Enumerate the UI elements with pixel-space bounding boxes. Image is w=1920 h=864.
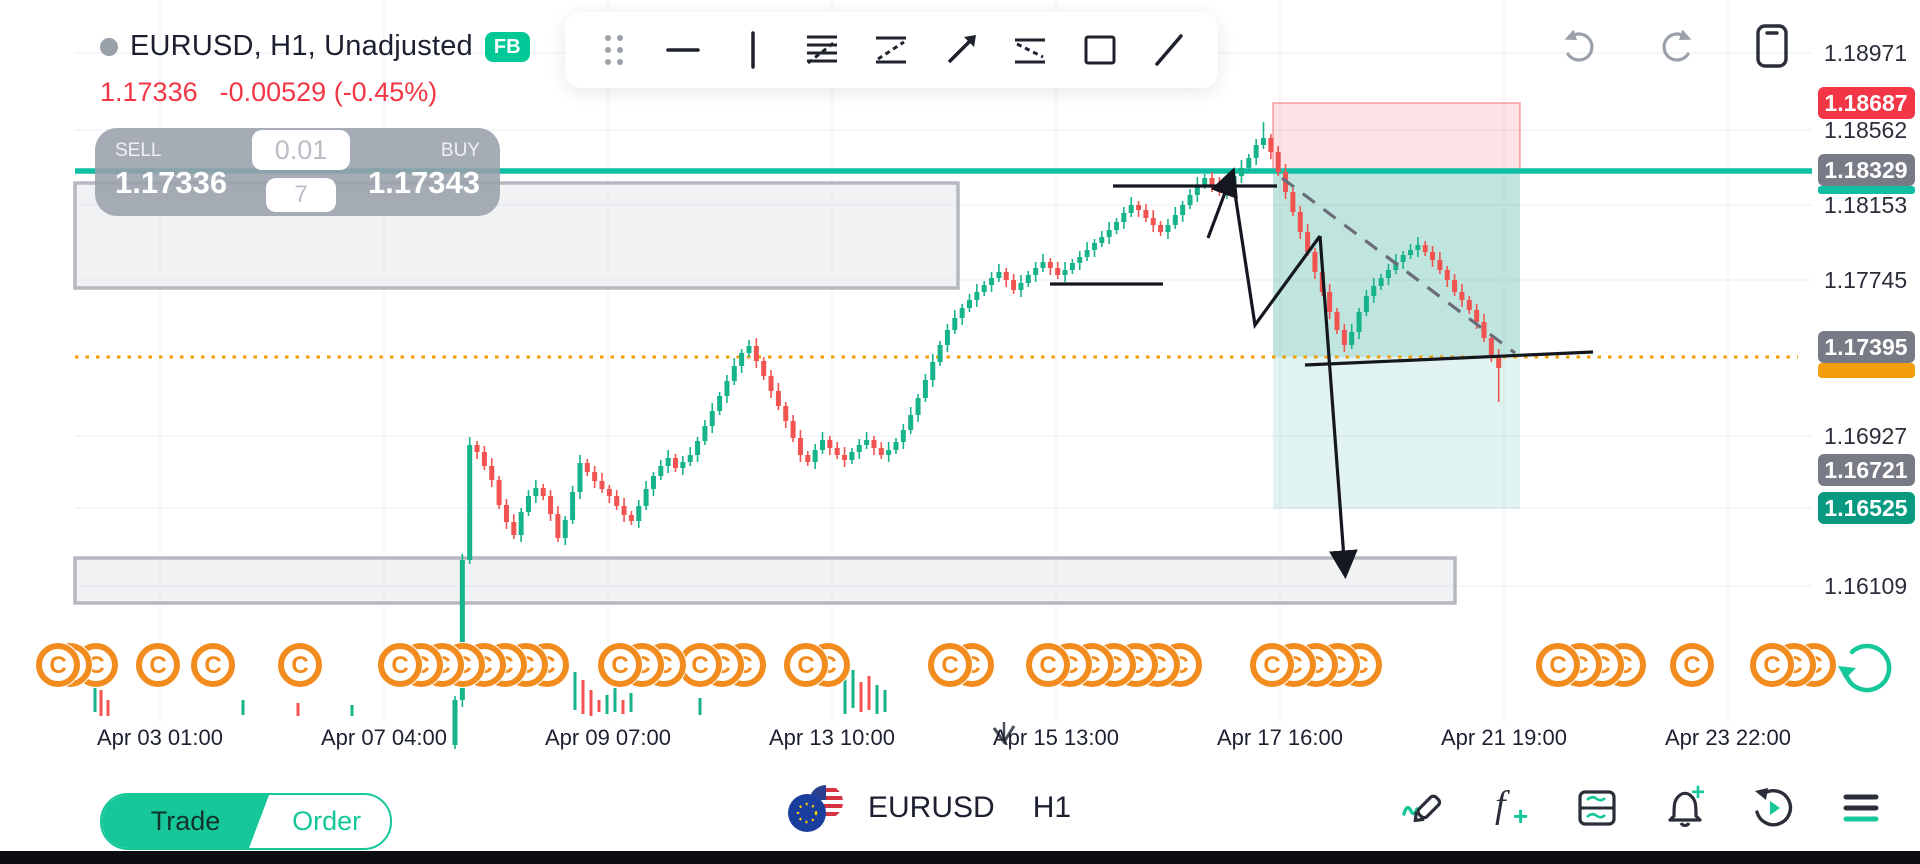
svg-text:1.16109: 1.16109 bbox=[1824, 573, 1907, 599]
svg-text:C: C bbox=[941, 652, 958, 679]
svg-text:Apr 23 22:00: Apr 23 22:00 bbox=[1665, 725, 1791, 750]
provider-badge: FB bbox=[484, 31, 530, 62]
price-row: 1.17336 -0.00529 (-0.45%) bbox=[100, 77, 530, 108]
svg-text:C: C bbox=[1763, 652, 1780, 679]
symbol-title[interactable]: EURUSD, H1, Unadjusted bbox=[130, 30, 473, 62]
svg-text:f: f bbox=[1495, 784, 1510, 826]
svg-text:C: C bbox=[1683, 652, 1700, 679]
svg-text:C: C bbox=[1549, 652, 1566, 679]
sell-button[interactable]: SELL 1.17336 bbox=[115, 140, 227, 228]
economic-event-icons: CCCCCCCCCCCCCCCCCCCCCCCCCCCCCCCCCCCCCCCC… bbox=[35, 642, 1837, 688]
last-price: 1.17336 bbox=[100, 77, 198, 107]
sell-buy-widget: SELL 1.17336 0.01 7 BUY 1.17343 bbox=[95, 128, 500, 216]
tool-fib-retracement-icon[interactable] bbox=[796, 24, 848, 76]
svg-text:Apr 03 01:00: Apr 03 01:00 bbox=[97, 725, 223, 750]
svg-text:Apr 07 04:00: Apr 07 04:00 bbox=[321, 725, 447, 750]
alert-add-icon[interactable]: + bbox=[1654, 778, 1716, 838]
bottom-bar: Trade Order EURUSD H1 f + + bbox=[0, 770, 1920, 851]
svg-text:1.18329: 1.18329 bbox=[1824, 157, 1907, 183]
svg-text:Apr 17 16:00: Apr 17 16:00 bbox=[1217, 725, 1343, 750]
eurusd-flag-icon bbox=[786, 780, 848, 836]
svg-text:Apr 09 07:00: Apr 09 07:00 bbox=[545, 725, 671, 750]
tool-horizontal-line-icon[interactable] bbox=[657, 24, 709, 76]
buy-price: 1.17343 bbox=[367, 165, 480, 200]
top-right-controls bbox=[1552, 18, 1800, 74]
svg-text:C: C bbox=[149, 652, 166, 679]
sell-label: SELL bbox=[115, 140, 162, 161]
svg-text:1.17745: 1.17745 bbox=[1824, 267, 1907, 293]
draw-icon[interactable] bbox=[1390, 778, 1452, 838]
undo-icon[interactable] bbox=[1552, 18, 1608, 74]
buy-label: BUY bbox=[440, 140, 480, 161]
replay-icon[interactable] bbox=[1742, 778, 1804, 838]
bottom-symbol-name[interactable]: EURUSD bbox=[868, 791, 995, 824]
svg-text:1.18971: 1.18971 bbox=[1824, 40, 1907, 66]
quantity-field[interactable]: 0.01 bbox=[252, 130, 350, 170]
svg-text:C: C bbox=[691, 652, 708, 679]
panels-icon[interactable] bbox=[1566, 778, 1628, 838]
symbol-switcher[interactable]: EURUSD H1 bbox=[786, 780, 1071, 836]
price-change: -0.00529 (-0.45%) bbox=[219, 77, 438, 107]
trade-tab[interactable]: Trade bbox=[102, 795, 270, 848]
tool-rectangle-icon[interactable] bbox=[1074, 24, 1126, 76]
market-status-dot bbox=[100, 37, 118, 56]
tool-arrow-icon[interactable] bbox=[935, 24, 987, 76]
svg-text:1.18562: 1.18562 bbox=[1824, 117, 1907, 143]
bottom-timeframe[interactable]: H1 bbox=[1032, 791, 1072, 824]
order-tab[interactable]: Order bbox=[292, 806, 362, 836]
svg-text:Apr 15 13:00: Apr 15 13:00 bbox=[993, 725, 1119, 750]
tool-vertical-line-icon[interactable] bbox=[727, 24, 779, 76]
svg-text:1.17395: 1.17395 bbox=[1824, 334, 1907, 360]
phone-icon[interactable] bbox=[1744, 18, 1800, 74]
svg-text:C: C bbox=[291, 652, 308, 679]
svg-text:1.18687: 1.18687 bbox=[1824, 90, 1907, 116]
svg-text:C: C bbox=[49, 652, 66, 679]
svg-text:C: C bbox=[1263, 652, 1280, 679]
drawing-toolbar bbox=[565, 12, 1218, 88]
svg-text:1.16721: 1.16721 bbox=[1824, 457, 1907, 483]
svg-text:1.18153: 1.18153 bbox=[1824, 192, 1907, 218]
svg-text:C: C bbox=[391, 652, 408, 679]
svg-text:+: + bbox=[1513, 801, 1528, 831]
refresh-icon[interactable] bbox=[1838, 643, 1892, 693]
svg-text:C: C bbox=[797, 652, 814, 679]
bottom-toolbar-icons: f + + bbox=[1390, 778, 1892, 838]
menu-icon[interactable] bbox=[1830, 778, 1892, 838]
svg-text:C: C bbox=[1039, 652, 1056, 679]
scroll-marker-icon bbox=[992, 722, 1016, 745]
device-home-strip bbox=[0, 851, 1920, 864]
svg-text:C: C bbox=[204, 652, 221, 679]
svg-text:Apr 21 19:00: Apr 21 19:00 bbox=[1441, 725, 1567, 750]
tool-channel-down-icon[interactable] bbox=[1004, 24, 1056, 76]
buy-button[interactable]: BUY 1.17343 bbox=[368, 140, 480, 228]
svg-text:+: + bbox=[1691, 780, 1705, 806]
tool-trend-line-icon[interactable] bbox=[1143, 24, 1195, 76]
tool-drag-handle-icon[interactable] bbox=[588, 24, 640, 76]
svg-text:Apr 13 10:00: Apr 13 10:00 bbox=[769, 725, 895, 750]
redo-icon[interactable] bbox=[1648, 18, 1704, 74]
indicators-icon[interactable]: f + bbox=[1478, 778, 1540, 838]
svg-text:1.16525: 1.16525 bbox=[1824, 495, 1907, 521]
symbol-header: EURUSD, H1, Unadjusted FB 1.17336 -0.005… bbox=[100, 30, 530, 108]
trade-order-toggle: Trade Order bbox=[100, 793, 392, 850]
sell-price: 1.17336 bbox=[115, 165, 228, 200]
svg-text:1.16927: 1.16927 bbox=[1824, 423, 1907, 449]
tool-channel-up-icon[interactable] bbox=[865, 24, 917, 76]
svg-text:C: C bbox=[611, 652, 628, 679]
spread-value: 7 bbox=[266, 178, 336, 212]
